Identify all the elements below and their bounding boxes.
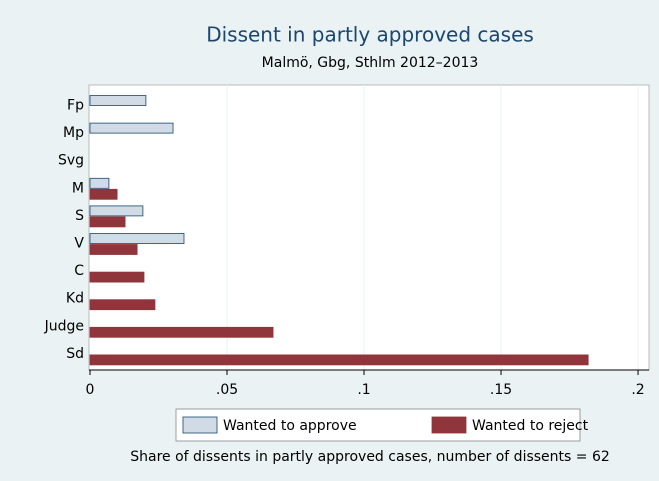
chart-subtitle: Malmö, Gbg, Sthlm 2012–2013 — [262, 55, 479, 71]
y-tick-label: Sd — [66, 346, 84, 362]
bar — [89, 354, 589, 366]
y-tick-label: Fp — [67, 98, 84, 114]
legend-box — [175, 408, 581, 442]
y-tick-label: M — [72, 180, 84, 196]
x-tick-label: .05 — [216, 382, 238, 398]
bar — [89, 205, 144, 217]
legend-label: Wanted to reject — [472, 418, 589, 434]
bar — [89, 188, 118, 200]
x-tick-label: .1 — [357, 382, 370, 398]
y-tick-label: Svg — [58, 153, 84, 169]
y-tick-label: V — [74, 236, 84, 252]
legend-label: Wanted to approve — [223, 418, 357, 434]
bar — [89, 299, 156, 311]
note: Share of dissents in partly approved cas… — [130, 449, 610, 465]
y-tick-label: Mp — [63, 125, 84, 141]
bar — [89, 95, 147, 106]
y-tick-label: C — [74, 263, 84, 279]
x-tick-label: 0 — [86, 382, 95, 398]
legend-swatch — [431, 416, 467, 434]
legend-swatch — [182, 416, 218, 434]
bar — [89, 216, 126, 228]
bar — [89, 122, 174, 134]
y-tick-label: Judge — [44, 318, 84, 334]
bar — [89, 244, 138, 255]
chart-title: Dissent in partly approved cases — [206, 23, 534, 47]
bar — [89, 233, 185, 244]
plot-region — [88, 84, 650, 371]
y-tick-label: S — [75, 208, 84, 224]
x-tick-label: .15 — [490, 382, 512, 398]
x-tick-label: .2 — [631, 382, 644, 398]
bar — [89, 326, 274, 338]
y-tick-label: Kd — [66, 291, 84, 307]
bar — [89, 177, 110, 189]
bar — [89, 271, 145, 283]
